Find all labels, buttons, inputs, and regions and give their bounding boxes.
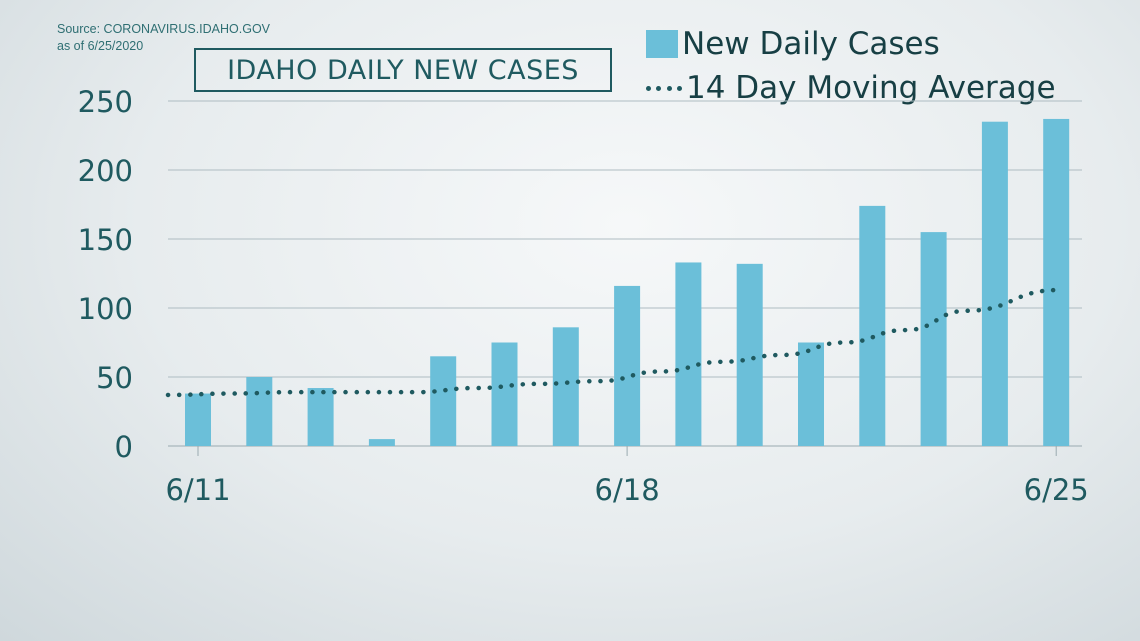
bar xyxy=(185,393,211,446)
bar xyxy=(920,232,947,446)
x-tick-label: 6/25 xyxy=(1024,473,1089,507)
bar xyxy=(798,342,824,446)
bar xyxy=(246,377,273,446)
y-tick-label: 0 xyxy=(115,430,133,464)
chart-title-box: IDAHO DAILY NEW CASES xyxy=(194,48,612,92)
bar xyxy=(552,327,579,446)
bar xyxy=(368,439,395,446)
legend-swatch-bars xyxy=(646,30,678,58)
bar xyxy=(491,342,518,446)
as-of-date: as of 6/25/2020 xyxy=(57,39,144,53)
y-tick-label: 100 xyxy=(78,292,133,326)
legend-label-bars: New Daily Cases xyxy=(682,26,940,62)
chart-title: IDAHO DAILY NEW CASES xyxy=(227,54,579,86)
legend-item-average: 14 Day Moving Average xyxy=(646,66,1056,110)
bar xyxy=(736,263,763,446)
x-tick-label: 6/11 xyxy=(165,473,230,507)
source-line: Source: CORONAVIRUS.IDAHO.GOV xyxy=(57,22,271,36)
bar xyxy=(675,262,702,446)
legend-label-average: 14 Day Moving Average xyxy=(686,70,1056,106)
legend-item-bars: New Daily Cases xyxy=(646,22,1056,66)
legend-swatch-average xyxy=(646,85,682,91)
y-tick-label: 250 xyxy=(78,85,133,119)
bar xyxy=(614,285,641,446)
bar xyxy=(307,388,334,446)
bar xyxy=(1043,118,1070,446)
bar xyxy=(859,205,886,446)
y-tick-label: 50 xyxy=(96,361,133,395)
moving-average-line xyxy=(165,287,1061,398)
x-tick-label: 6/18 xyxy=(595,473,660,507)
y-tick-label: 200 xyxy=(78,154,133,188)
bar xyxy=(430,356,457,446)
legend: New Daily Cases 14 Day Moving Average xyxy=(646,22,1056,110)
y-tick-label: 150 xyxy=(78,223,133,257)
bar xyxy=(981,121,1008,446)
source-note: Source: CORONAVIRUS.IDAHO.GOV as of 6/25… xyxy=(57,21,270,55)
